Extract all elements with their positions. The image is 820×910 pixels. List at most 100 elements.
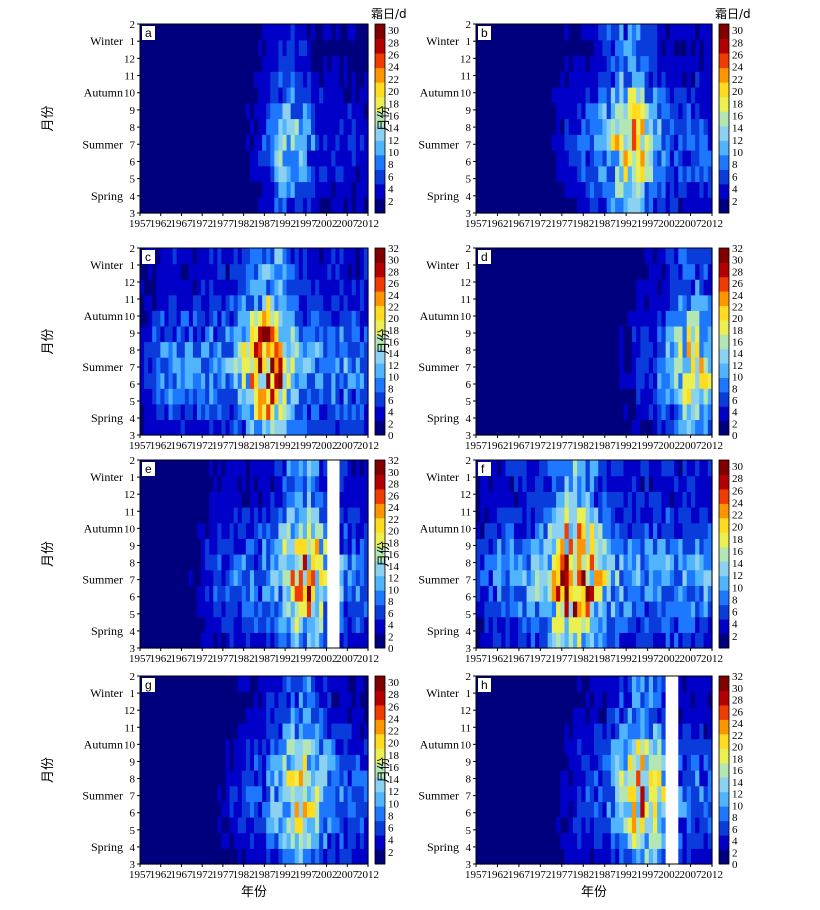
x-tick-label: 1972 <box>191 653 213 665</box>
heat-cell <box>152 632 157 649</box>
heat-cell <box>623 491 629 508</box>
heat-cell <box>564 24 570 41</box>
heat-cell <box>237 102 243 120</box>
heat-cell <box>176 538 182 555</box>
heat-cell <box>564 538 570 555</box>
heat-cell <box>262 832 267 849</box>
heat-cell <box>311 585 316 602</box>
heat-cell <box>610 357 616 374</box>
heat-cell <box>290 55 296 72</box>
heat-cell <box>636 419 641 436</box>
heat-cell <box>699 569 705 586</box>
heat-cell <box>707 165 713 183</box>
heat-cell <box>488 460 494 477</box>
heat-cell <box>302 150 308 167</box>
heat-cell <box>518 102 523 120</box>
heat-cell <box>156 248 161 265</box>
heat-cell <box>188 197 194 214</box>
heat-cell <box>653 310 658 327</box>
heat-cell <box>254 754 259 771</box>
heat-cell <box>294 325 300 343</box>
heat-cell <box>152 585 157 602</box>
heat-cell <box>476 585 481 602</box>
heat-cell <box>323 388 328 405</box>
heat-cell <box>176 785 182 802</box>
heat-cell <box>294 569 300 586</box>
heat-cell <box>661 71 667 88</box>
colorbar-segment <box>375 406 385 422</box>
y-tick-label: 5 <box>130 396 136 408</box>
heat-cell <box>343 87 349 104</box>
heat-cell <box>602 569 608 586</box>
heat-cell <box>359 507 365 524</box>
heat-cell <box>640 150 646 167</box>
heat-cell <box>509 475 515 492</box>
heat-cell <box>197 770 202 787</box>
colorbar-title: 霜日/d <box>715 7 751 21</box>
colorbar-tick-label: 22 <box>732 510 743 522</box>
heat-cell <box>266 263 271 280</box>
colorbar-segment <box>375 319 385 335</box>
colorbar-segment <box>719 334 729 350</box>
heat-cell <box>653 55 658 72</box>
heat-cell <box>184 403 190 421</box>
heat-cell <box>648 87 654 104</box>
heat-cell <box>319 310 324 327</box>
heat-cell <box>188 691 194 708</box>
heat-cell <box>669 357 675 374</box>
heat-cell <box>585 134 591 151</box>
colorbar-segment <box>719 406 729 422</box>
heat-cell <box>197 263 202 280</box>
heat-cell <box>249 569 255 586</box>
heat-cell <box>636 522 641 539</box>
heat-cell <box>577 491 582 508</box>
heat-cell <box>319 279 324 296</box>
heat-cell <box>674 279 679 296</box>
heat-cell <box>707 71 713 88</box>
heat-cell <box>148 134 153 151</box>
heat-cell <box>674 263 679 280</box>
heat-cell <box>359 102 365 120</box>
y-tick-label: 7 <box>466 139 472 151</box>
heat-cell <box>581 388 587 405</box>
heat-cell <box>258 263 263 280</box>
heat-cell <box>331 554 337 571</box>
colorbar-tick-label: 20 <box>732 313 744 325</box>
heat-cell <box>278 294 284 311</box>
heat-cell <box>237 55 243 72</box>
heat-cell <box>535 507 540 524</box>
heat-cell <box>209 460 214 477</box>
y-tick-label: 9 <box>466 328 472 340</box>
heat-cell <box>192 419 198 436</box>
season-label: Autumn <box>420 521 459 535</box>
heat-cell <box>653 248 658 265</box>
heat-cell <box>148 118 153 135</box>
heat-cell <box>343 248 349 265</box>
colorbar-tick-label: 8 <box>388 159 394 171</box>
heat-cell <box>509 357 515 374</box>
heat-cell <box>270 39 275 57</box>
colorbar-tick-label: 14 <box>732 123 744 135</box>
heat-cell <box>172 294 178 311</box>
colorbar-segment <box>375 125 385 141</box>
heat-cell <box>598 71 604 88</box>
heat-cell <box>197 248 202 265</box>
heat-cell <box>160 475 166 492</box>
heat-cell <box>152 754 157 771</box>
heat-cell <box>513 475 519 492</box>
heat-cell <box>598 263 604 280</box>
heat-cell <box>327 71 332 88</box>
heat-cell <box>140 102 145 120</box>
heat-cell <box>615 460 620 477</box>
heat-cell <box>678 87 684 104</box>
heat-cell <box>686 475 692 492</box>
heat-cell <box>501 134 507 151</box>
heat-cell <box>270 388 275 405</box>
season-label: Summer <box>418 137 459 151</box>
heat-cell <box>476 616 481 633</box>
season-label: Summer <box>418 573 459 587</box>
heat-cell <box>176 507 182 524</box>
heat-cell <box>695 24 700 41</box>
heat-cell <box>497 554 502 571</box>
heat-cell <box>258 585 263 602</box>
